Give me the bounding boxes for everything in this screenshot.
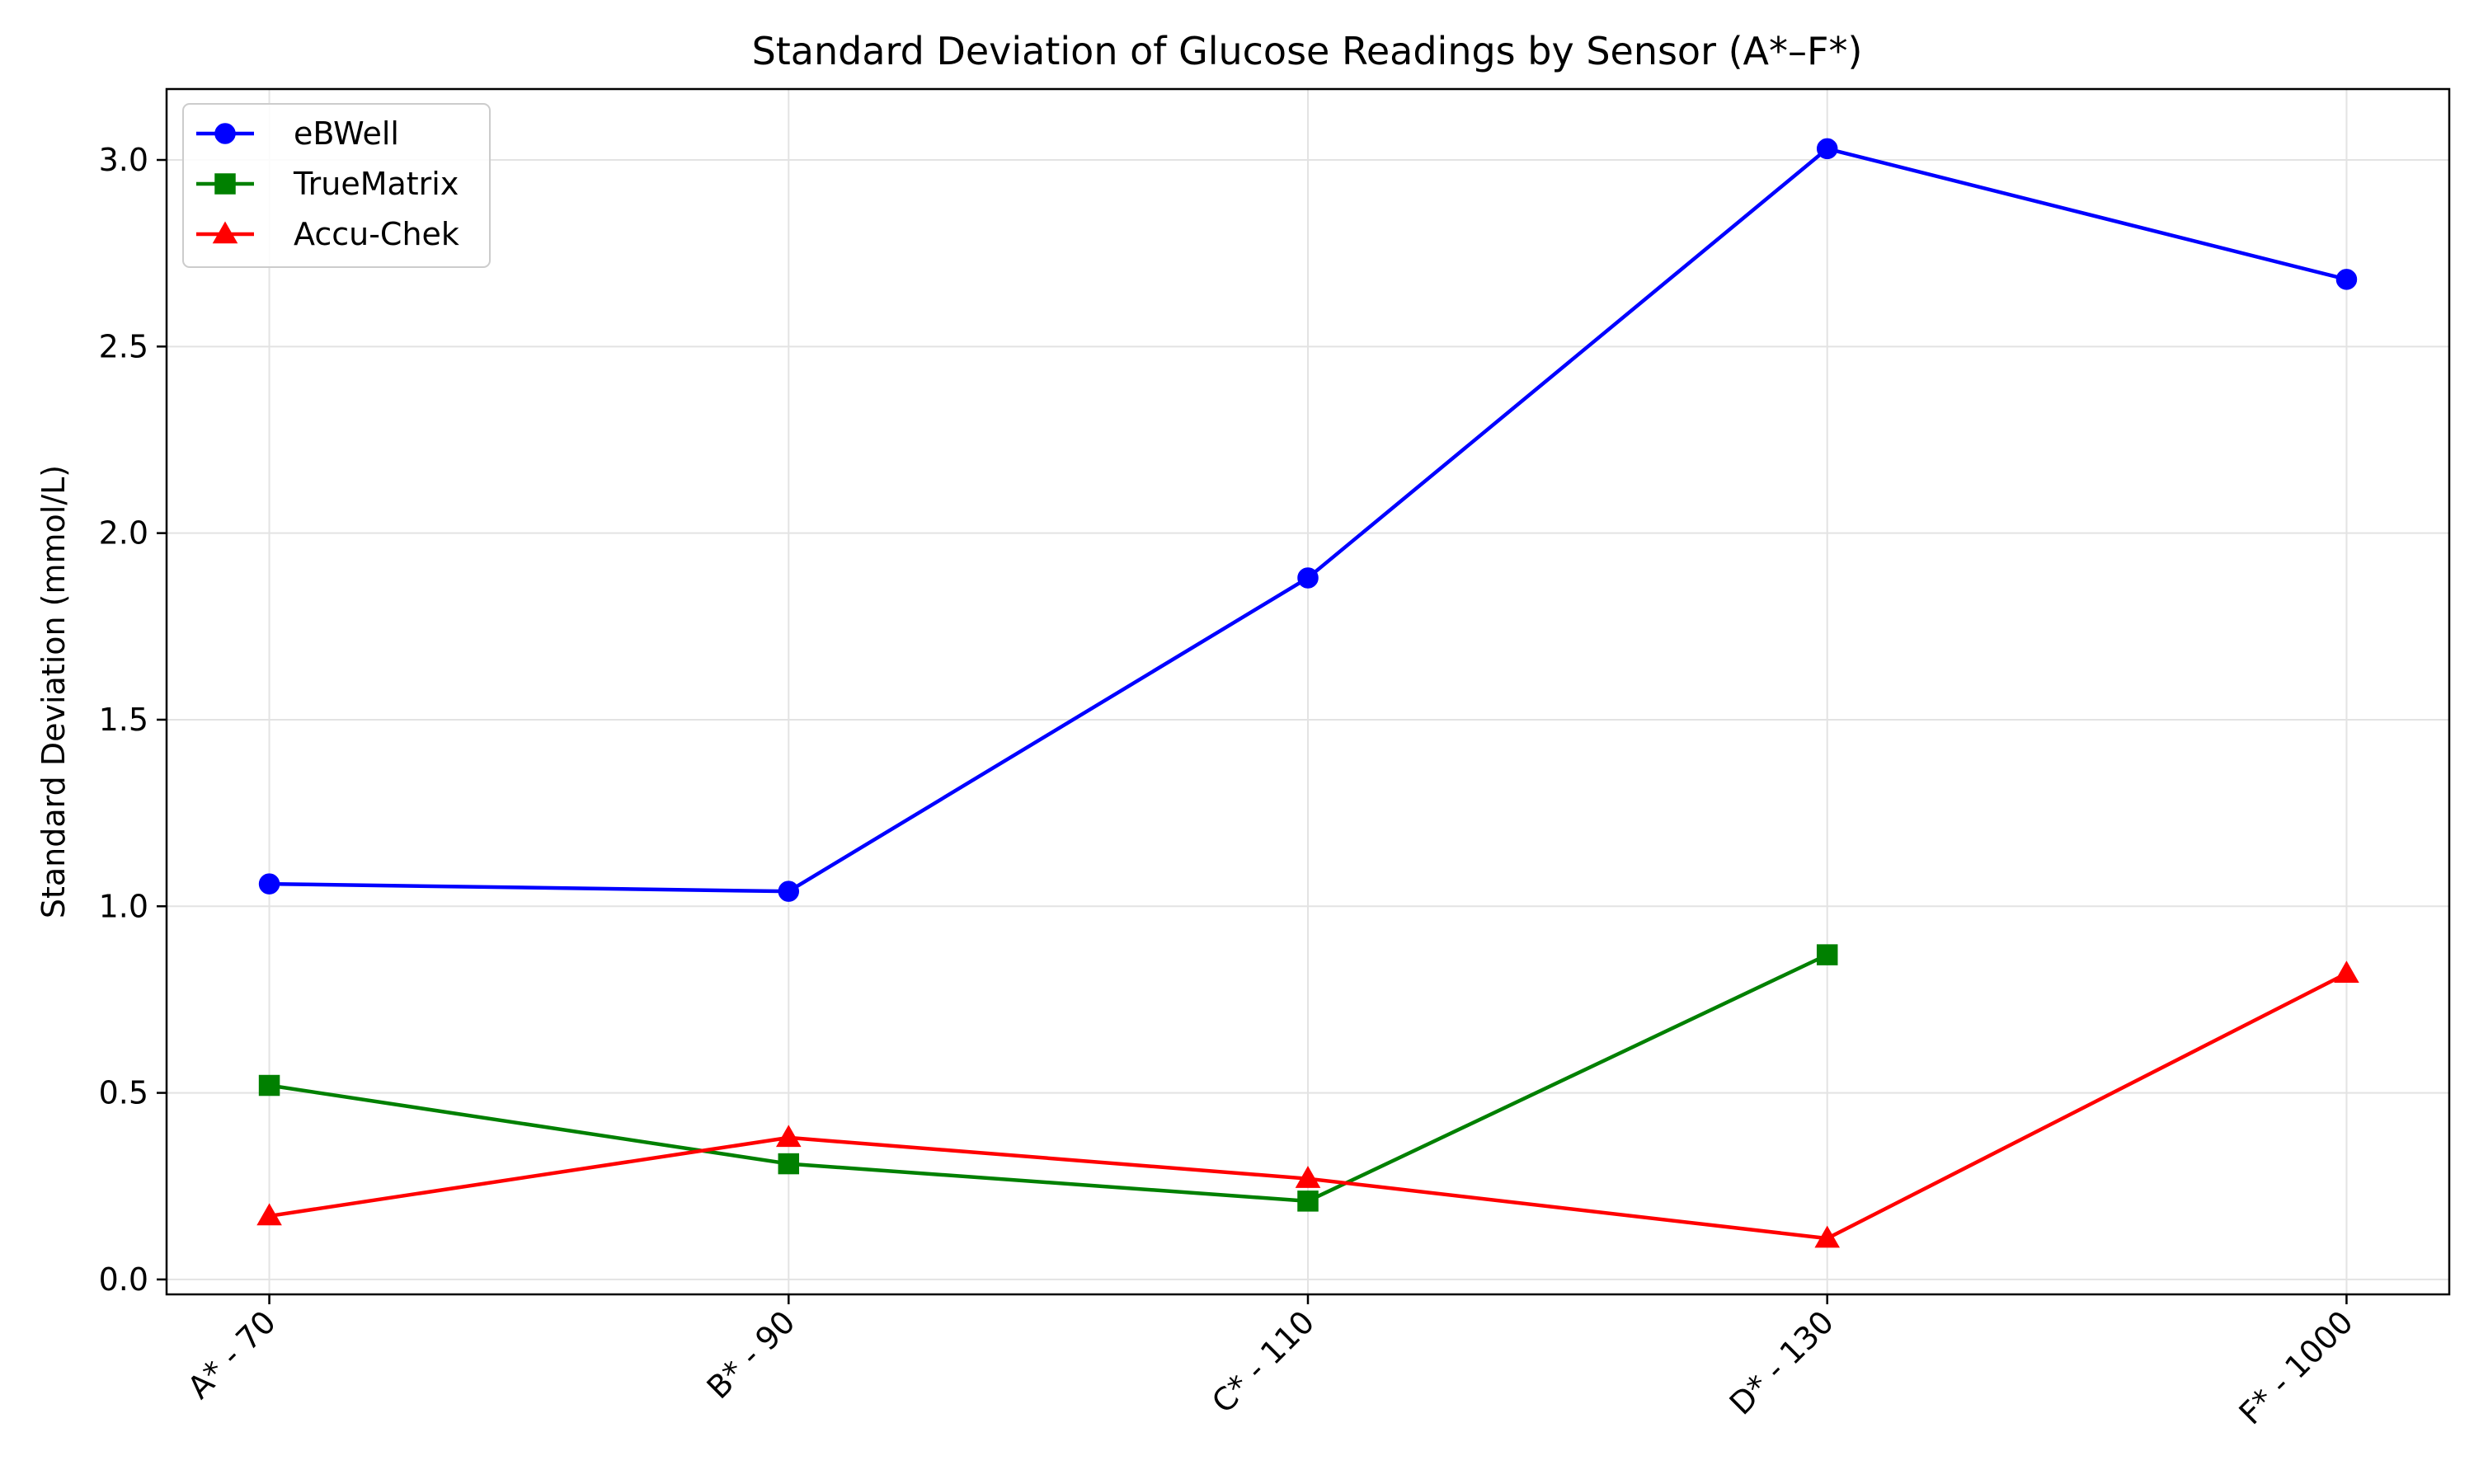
y-tick-label: 0.0	[99, 1261, 148, 1298]
y-axis-label: Standard Deviation (mmol/L)	[35, 465, 72, 918]
grid	[167, 89, 2449, 1294]
y-tick-label: 2.5	[99, 328, 148, 364]
data-point-ebwell	[2335, 269, 2358, 290]
data-point-truematrix	[1297, 1190, 1319, 1212]
data-point-truematrix	[1816, 944, 1838, 965]
y-tick-label: 1.5	[99, 702, 148, 738]
data-point-ebwell	[1297, 567, 1319, 589]
data-point-accu-chek	[1814, 1225, 1841, 1248]
legend-box	[182, 103, 491, 268]
chart-title: Standard Deviation of Glucose Readings b…	[752, 29, 1863, 73]
legend-label: eBWell	[294, 115, 399, 152]
data-point-truematrix	[258, 1074, 280, 1097]
legend-marker	[214, 173, 236, 195]
data-point-accu-chek	[256, 1203, 282, 1226]
data-point-truematrix	[778, 1153, 800, 1175]
series-ebwell	[258, 138, 2358, 902]
legend-item-accu-chek: Accu-Chek	[196, 216, 459, 252]
data-point-ebwell	[258, 873, 280, 895]
legend: eBWell TrueMatrix Accu-Chek	[182, 103, 491, 268]
legend-item-ebwell: eBWell	[196, 115, 399, 152]
y-tick-label: 0.5	[99, 1075, 148, 1111]
y-tick-label: 1.0	[99, 888, 148, 924]
data-point-ebwell	[1816, 138, 1838, 160]
y-tick-label: 3.0	[99, 142, 148, 178]
data-point-accu-chek	[1295, 1166, 1321, 1188]
series-line-truematrix	[269, 953, 1828, 1204]
legend-label: Accu-Chek	[294, 216, 459, 252]
legend-label: TrueMatrix	[293, 166, 459, 202]
series-truematrix	[258, 944, 1838, 1212]
legend-marker	[212, 221, 238, 244]
legend-marker	[214, 123, 236, 144]
series-accu-chek	[256, 960, 2359, 1248]
legend-item-truematrix: TrueMatrix	[196, 166, 459, 202]
y-tick-label: 2.0	[99, 515, 148, 552]
series-layer	[256, 138, 2359, 1248]
data-point-ebwell	[778, 881, 800, 902]
data-point-accu-chek	[2334, 960, 2359, 983]
data-point-accu-chek	[775, 1125, 802, 1148]
